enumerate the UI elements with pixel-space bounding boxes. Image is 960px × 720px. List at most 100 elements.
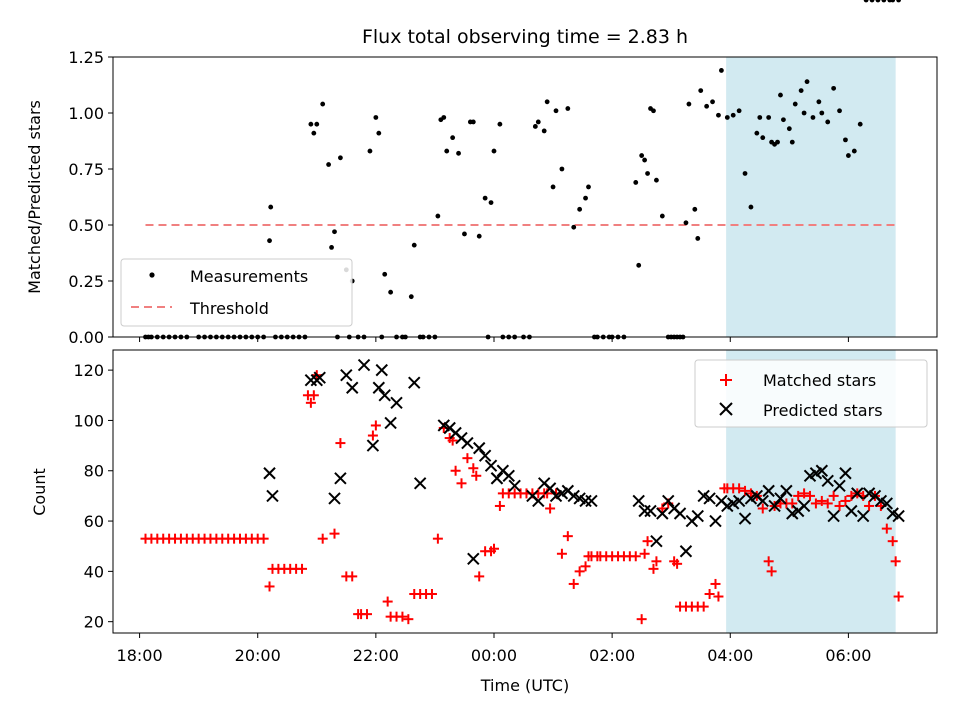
matched-star-point [881,523,892,534]
predicted-star-point [266,489,279,503]
top-panel-frame [112,56,938,338]
measurement-point [757,115,763,120]
legend-predicted-marker [719,402,733,416]
matched-star-point [799,488,810,499]
measurement-point [338,155,343,161]
measurement-point [683,220,689,226]
matched-star-point [864,500,875,511]
predicted-star-point [328,492,341,505]
measurement-point [651,108,656,114]
measurement-point [875,0,881,3]
predicted-star-point [502,469,515,482]
matched-star-point [305,397,316,408]
legend-threshold-label: Threshold [189,299,269,318]
measurement-point [541,128,547,134]
measurement-point [845,153,851,158]
predicted-star-point [892,509,905,523]
measurement-point [798,88,804,93]
measurement-point [748,204,754,210]
predicted-star-point [467,552,480,565]
measurement-point [308,121,314,127]
measurement-point [831,85,837,91]
measurement-point [698,88,704,93]
bottom-x-tick-label: 22:00 [353,646,399,665]
matched-star-point [462,453,473,464]
measurement-point [869,0,875,3]
matched-star-point [757,503,768,514]
matched-star-point [426,589,437,600]
bottom-x-tick-label: 02:00 [589,646,635,665]
measurement-point [388,289,394,295]
measurement-point [801,110,807,116]
predicted-star-point [334,472,347,485]
measurement-point [268,204,274,210]
matched-star-point [568,578,579,589]
matched-star-point [763,556,774,567]
matched-star-point [734,483,745,494]
predicted-star-point [845,504,858,518]
measurement-point [314,121,320,127]
measurement-point [742,171,748,176]
predicted-star-point [880,497,893,510]
matched-star-point [834,500,845,511]
predicted-star-point [384,416,397,430]
measurement-point [550,184,556,190]
predicted-star-point [585,494,598,508]
predicted-star-point [532,494,545,508]
measurement-point [639,153,645,158]
measurement-point [704,103,710,109]
measurement-point [320,101,326,107]
predicted-star-point [490,472,504,485]
matched-star-point [471,470,482,481]
matched-star-point [710,578,721,589]
bottom-x-axis: 18:00 20:00 22:00 00:00 02:00 04:00 06:00 [117,633,871,665]
matched-star-point [642,536,653,547]
measurement-point [450,135,456,141]
measurement-point [890,0,896,3]
matched-star-point [657,503,668,514]
measurement-point [565,106,571,111]
bottom-y-tick-label: 100 [73,411,104,430]
matched-star-point [545,503,556,514]
measurement-point [810,115,816,120]
predicted-star-point [638,504,651,518]
top-y-tick-label: 1.00 [68,104,104,123]
top-y-axis: 0.00 0.25 0.50 0.75 1.00 1.25 [68,48,113,347]
predicted-star-point [473,441,486,455]
predicted-star-point [408,376,421,389]
matched-star-point [335,438,346,449]
measurement-point [724,115,730,120]
measurement-point [329,245,334,250]
bottom-y-tick-label: 20 [84,613,104,632]
measurement-point [857,121,863,127]
matched-star-point [450,465,461,476]
predicted-star-point [346,381,359,394]
measurement-point [367,148,373,154]
measurement-point [482,195,488,201]
measurement-point [497,121,503,127]
matched-star-point [887,536,898,547]
predicted-star-point [484,459,498,472]
measurement-point [778,92,783,98]
matched-star-point [370,420,381,431]
matched-star-point [766,566,777,577]
bottom-x-tick-label: 18:00 [117,646,163,665]
predicted-star-point [762,484,775,498]
measurement-point [462,231,467,237]
measurement-point [332,229,337,235]
matched-star-point [403,614,414,625]
measurement-point [692,206,698,212]
bottom-x-tick-label: 20:00 [235,646,281,665]
bottom-y-tick-label: 40 [84,562,104,581]
matched-star-point [639,548,650,559]
measurement-point [775,139,780,145]
measurement-point [645,171,650,176]
measurement-point [435,213,441,219]
predicted-star-point [413,477,427,490]
bottom-panel: 20 40 60 80 100 120 18:00 20:00 22:00 00:00 02:00… [30,349,938,695]
measurement-point [837,108,842,114]
top-y-axis-label: Matched/Predicted stars [25,100,44,294]
measurement-point [376,130,382,136]
predicted-star-point [478,449,492,462]
